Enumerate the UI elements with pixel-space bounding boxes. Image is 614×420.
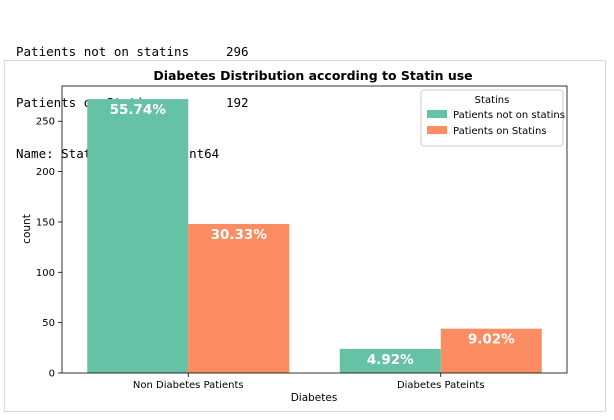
chart-title: Diabetes Distribution according to Stati… [153, 68, 472, 83]
legend-title: Statins [475, 95, 510, 106]
legend: Statins Patients not on statins Patients o… [420, 89, 565, 147]
y-tick-label: 150 [36, 217, 55, 228]
bar-data-label: 30.33% [211, 227, 268, 243]
x-tick-label: Diabetes Pateints [397, 380, 485, 391]
x-tick-label: Non Diabetes Patients [133, 380, 244, 391]
y-tick-label: 50 [42, 318, 55, 329]
output-frame [4, 60, 606, 412]
bar-data-label: 9.02% [468, 332, 515, 348]
bar [87, 99, 189, 373]
y-tick-label: 0 [49, 369, 55, 380]
y-tick-label: 200 [36, 167, 55, 178]
bar [188, 223, 290, 373]
y-axis-label: count [21, 214, 33, 244]
legend-label: Patients on Statins [453, 126, 547, 137]
bar [440, 328, 542, 373]
console-line-value: 192 [226, 95, 249, 110]
bar [339, 348, 441, 373]
console-line-label: Patients not on statins [16, 44, 190, 59]
y-tick-label: 250 [36, 117, 55, 128]
y-axis: 0 50 100 150 200 250 [36, 117, 62, 380]
bar-data-label: 55.74% [110, 102, 167, 118]
legend-box [420, 89, 564, 147]
console-line-value: 296 [226, 44, 249, 59]
bars-layer [87, 99, 542, 373]
plot-border [61, 85, 568, 374]
y-tick-label: 100 [36, 268, 55, 279]
bar-labels-layer: 55.74% 30.33% 4.92% 9.02% [110, 102, 516, 368]
bar-data-label: 4.92% [367, 352, 414, 368]
x-axis: Non Diabetes Patients Diabetes Pateints [133, 373, 485, 391]
legend-swatch [427, 110, 447, 118]
console-line-0: Patients not on statins 296 [16, 43, 249, 60]
x-axis-label: Diabetes [291, 392, 338, 404]
legend-label: Patients not on statins [453, 110, 565, 121]
legend-swatch [427, 126, 447, 134]
